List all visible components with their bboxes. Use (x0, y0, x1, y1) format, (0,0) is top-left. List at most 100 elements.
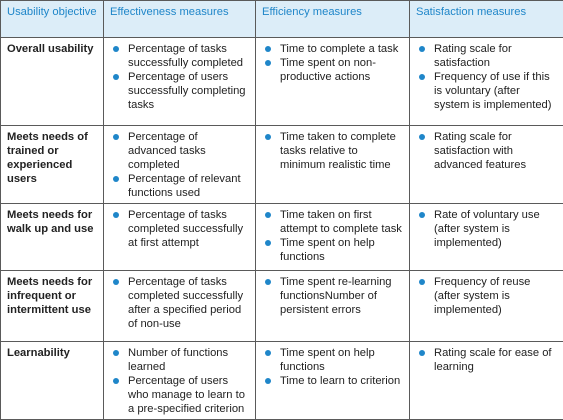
bullet-dot-icon (419, 350, 425, 356)
effectiveness-cell: Percentage of tasks successfully complet… (104, 38, 256, 126)
list-item: Rating scale for satisfaction (414, 42, 557, 70)
list-item-text: Time spent on non-productive actions (280, 57, 376, 83)
list-item: Number of functions learned (108, 346, 249, 374)
list-item: Frequency of use if this is voluntary (a… (414, 70, 557, 112)
list-item-text: Time spent re-learning functionsNumber o… (280, 276, 392, 316)
list-item: Percentage of tasks successfully complet… (108, 42, 249, 70)
table-row: Meets needs for infrequent or intermitte… (1, 271, 563, 342)
effectiveness-list: Percentage of advanced tasks completed P… (108, 130, 249, 200)
list-item-text: Percentage of users who manage to learn … (128, 375, 245, 415)
bullet-dot-icon (113, 74, 119, 80)
bullet-dot-icon (419, 74, 425, 80)
effectiveness-cell: Number of functions learned Percentage o… (104, 342, 256, 420)
table-row: Meets needs for walk up and use Percenta… (1, 204, 563, 271)
list-item-text: Rating scale for ease of learning (434, 347, 552, 373)
list-item: Percentage of tasks completed successful… (108, 208, 249, 250)
list-item-text: Percentage of tasks successfully complet… (128, 43, 243, 69)
satisfaction-list: Rating scale for satisfaction Frequency … (414, 42, 557, 112)
table-body: Overall usability Percentage of tasks su… (1, 38, 563, 420)
list-item: Rate of voluntary use (after system is i… (414, 208, 557, 250)
efficiency-cell: Time to complete a task Time spent on no… (256, 38, 410, 126)
table-header: Usability objective Effectiveness measur… (1, 1, 563, 38)
list-item-text: Rate of voluntary use (after system is i… (434, 209, 540, 249)
list-item-text: Frequency of use if this is voluntary (a… (434, 71, 552, 111)
list-item-text: Time taken to complete tasks relative to… (280, 131, 396, 171)
header-usability-objective: Usability objective (1, 1, 104, 38)
table-row: Overall usability Percentage of tasks su… (1, 38, 563, 126)
bullet-dot-icon (265, 240, 271, 246)
list-item: Time to learn to criterion (260, 374, 403, 388)
list-item-text: Number of functions learned (128, 347, 228, 373)
list-item-text: Time to complete a task (280, 43, 398, 55)
row-objective: Meets needs for infrequent or intermitte… (1, 271, 104, 342)
list-item-text: Rating scale for satisfaction (434, 43, 512, 69)
list-item-text: Time taken on first attempt to complete … (280, 209, 402, 235)
list-item-text: Percentage of users successfully complet… (128, 71, 246, 111)
effectiveness-cell: Percentage of tasks completed successful… (104, 271, 256, 342)
efficiency-list: Time taken to complete tasks relative to… (260, 130, 403, 172)
effectiveness-cell: Percentage of advanced tasks completed P… (104, 126, 256, 204)
efficiency-cell: Time spent on help functions Time to lea… (256, 342, 410, 420)
bullet-dot-icon (113, 378, 119, 384)
row-objective: Meets needs of trained or experienced us… (1, 126, 104, 204)
satisfaction-cell: Rating scale for satisfaction Frequency … (410, 38, 563, 126)
list-item-text: Percentage of advanced tasks completed (128, 131, 206, 171)
bullet-dot-icon (265, 46, 271, 52)
satisfaction-list: Frequency of reuse (after system is impl… (414, 275, 557, 317)
effectiveness-list: Percentage of tasks completed successful… (108, 208, 249, 250)
row-objective: Overall usability (1, 38, 104, 126)
table-row: Learnability Number of functions learned… (1, 342, 563, 420)
list-item: Time taken on first attempt to complete … (260, 208, 403, 236)
header-satisfaction-measures: Satisfaction measures (410, 1, 563, 38)
header-efficiency-measures: Efficiency measures (256, 1, 410, 38)
list-item-text: Time to learn to criterion (280, 375, 400, 387)
bullet-dot-icon (419, 134, 425, 140)
satisfaction-cell: Rate of voluntary use (after system is i… (410, 204, 563, 271)
effectiveness-cell: Percentage of tasks completed successful… (104, 204, 256, 271)
list-item-text: Time spent on help functions (280, 347, 375, 373)
list-item: Time to complete a task (260, 42, 403, 56)
list-item-text: Time spent on help functions (280, 237, 375, 263)
header-row: Usability objective Effectiveness measur… (1, 1, 563, 38)
efficiency-cell: Time spent re-learning functionsNumber o… (256, 271, 410, 342)
bullet-dot-icon (419, 212, 425, 218)
bullet-dot-icon (113, 176, 119, 182)
satisfaction-list: Rating scale for ease of learning (414, 346, 557, 374)
list-item-text: Percentage of tasks completed successful… (128, 276, 243, 330)
bullet-dot-icon (265, 212, 271, 218)
list-item: Percentage of tasks completed successful… (108, 275, 249, 331)
efficiency-list: Time spent re-learning functionsNumber o… (260, 275, 403, 317)
list-item: Percentage of users who manage to learn … (108, 374, 249, 416)
row-objective: Meets needs for walk up and use (1, 204, 104, 271)
list-item: Time spent on non-productive actions (260, 56, 403, 84)
effectiveness-list: Percentage of tasks successfully complet… (108, 42, 249, 112)
bullet-dot-icon (113, 212, 119, 218)
bullet-dot-icon (265, 134, 271, 140)
list-item-text: Percentage of tasks completed successful… (128, 209, 243, 249)
bullet-dot-icon (265, 60, 271, 66)
list-item: Rating scale for satisfaction with advan… (414, 130, 557, 172)
efficiency-list: Time to complete a task Time spent on no… (260, 42, 403, 84)
list-item: Time spent on help functions (260, 236, 403, 264)
table-row: Meets needs of trained or experienced us… (1, 126, 563, 204)
bullet-dot-icon (419, 279, 425, 285)
bullet-dot-icon (113, 46, 119, 52)
satisfaction-cell: Rating scale for ease of learning (410, 342, 563, 420)
list-item: Percentage of users successfully complet… (108, 70, 249, 112)
efficiency-cell: Time taken to complete tasks relative to… (256, 126, 410, 204)
list-item: Frequency of reuse (after system is impl… (414, 275, 557, 317)
effectiveness-list: Number of functions learned Percentage o… (108, 346, 249, 416)
efficiency-list: Time spent on help functions Time to lea… (260, 346, 403, 388)
bullet-dot-icon (113, 350, 119, 356)
bullet-dot-icon (113, 134, 119, 140)
bullet-dot-icon (265, 350, 271, 356)
header-effectiveness-measures: Effectiveness measures (104, 1, 256, 38)
efficiency-list: Time taken on first attempt to complete … (260, 208, 403, 264)
list-item-text: Percentage of relevant functions used (128, 173, 241, 199)
list-item: Rating scale for ease of learning (414, 346, 557, 374)
satisfaction-list: Rate of voluntary use (after system is i… (414, 208, 557, 250)
list-item-text: Rating scale for satisfaction with advan… (434, 131, 526, 171)
effectiveness-list: Percentage of tasks completed successful… (108, 275, 249, 331)
satisfaction-list: Rating scale for satisfaction with advan… (414, 130, 557, 172)
